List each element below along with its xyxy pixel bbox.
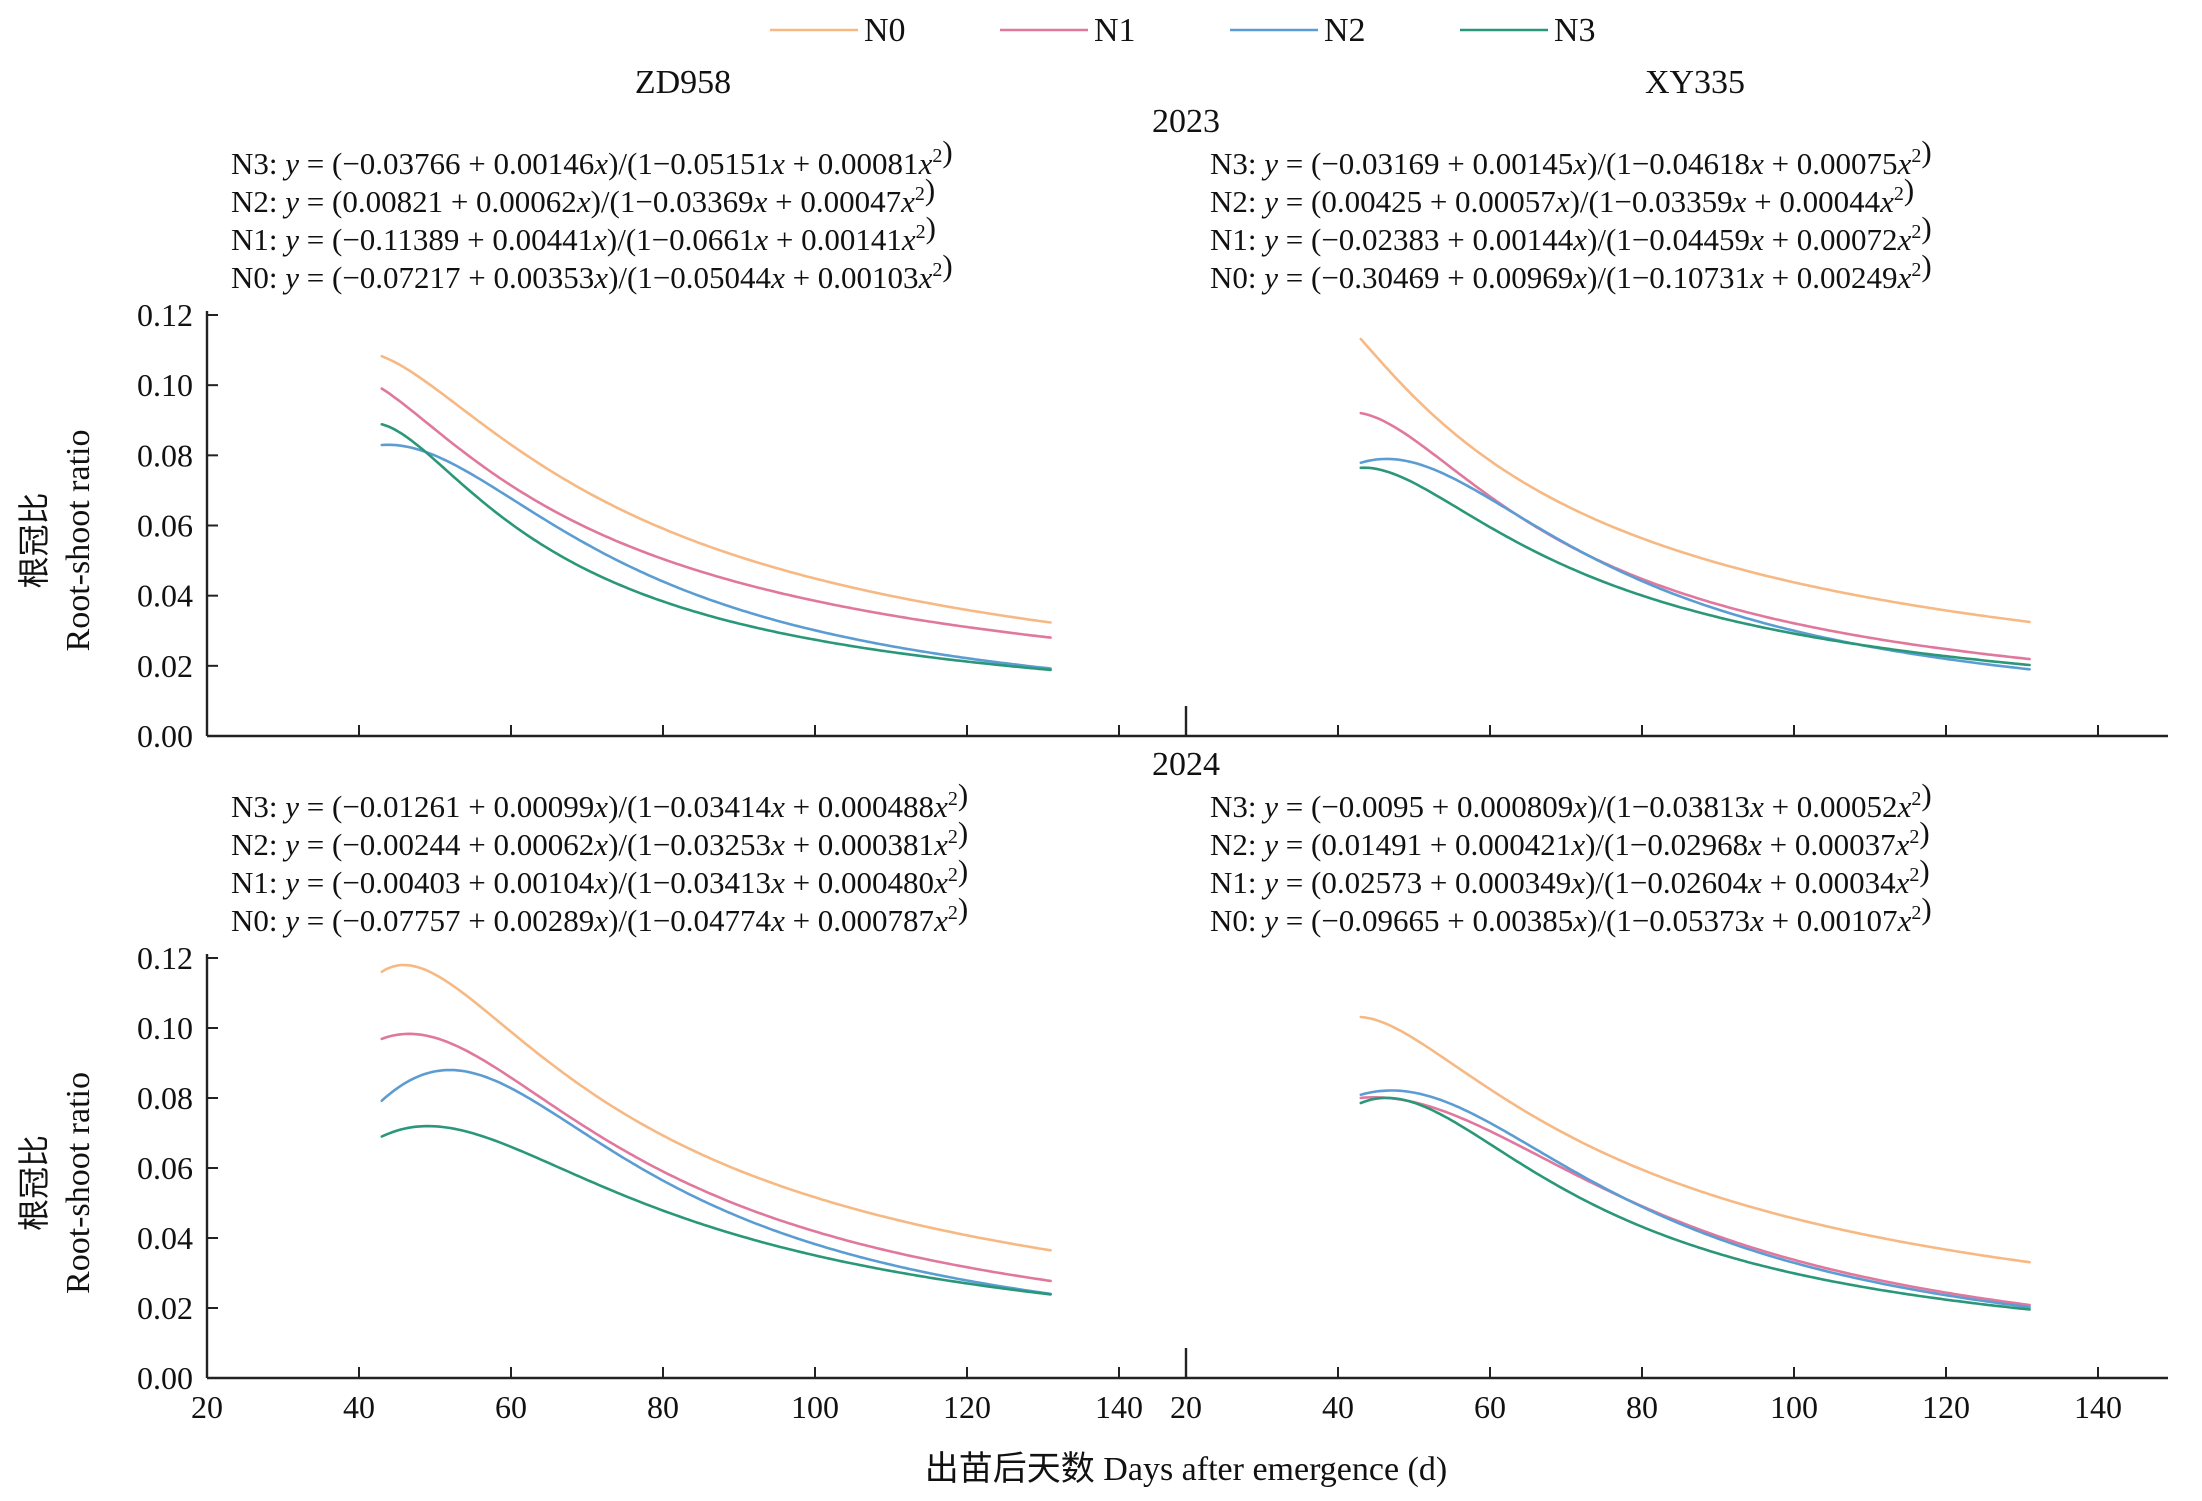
legend-label-n1: N1 [1094,12,1136,49]
series-line-n0 [380,354,1052,624]
series-line-n3 [1359,1096,2031,1311]
x-tick-label: 40 [1322,1389,1354,1425]
equation-n0: N0: y = (−0.30469 + 0.00969x)/(1−0.10731… [1210,248,1932,295]
y-axis-label-cn: 根冠比 [15,1135,53,1231]
y-axis-label-cn: 根冠比 [15,492,53,588]
cultivar-header-xy335: XY335 [1645,64,1745,101]
legend-label-n2: N2 [1324,12,1366,49]
series-line-n1 [1359,1096,2031,1307]
y-tick-label: 0.00 [137,718,193,754]
panel-row-2023: 2023 0.00 0.02 0.04 0.06 0.08 0.10 0.12 根冠比 Root-… [15,103,2168,754]
x-tick-label: 100 [1770,1389,1818,1425]
panel-2024-zd958: 20 40 60 80 100 120 140 N3: y = (−0.01261 + 0.0… [191,777,1143,1425]
x-tick-label: 40 [343,1389,375,1425]
equation-n2: N2: y = (0.01491 + 0.000421x)/(1−0.02968… [1210,815,1930,862]
panel-2024-xy335: 20 40 60 80 100 120 140 N3: y = (−0.0095 + 0.00… [1170,777,2122,1425]
series-line-n2 [380,1068,1052,1296]
x-tick-label: 100 [791,1389,839,1425]
year-label-2024: 2024 [1152,746,1220,783]
x-tick-label: 120 [943,1389,991,1425]
equation-n0: N0: y = (−0.09665 + 0.00385x)/(1−0.05373… [1210,891,1932,938]
x-tick-label: 80 [647,1389,679,1425]
equation-n1: N1: y = (−0.02383 + 0.00144x)/(1−0.04459… [1210,210,1932,257]
series-line-n2 [1359,457,2031,671]
x-tick-label: 140 [1095,1389,1143,1425]
panel-2023-xy335: N3: y = (−0.03169 + 0.00145x)/(1−0.04618… [1185,134,2099,736]
panel-row-2024: 2024 0.00 0.02 0.04 0.06 0.08 0.10 0.12 根冠比 Root-… [15,746,2168,1425]
year-label-2023: 2023 [1152,103,1220,140]
y-tick-label: 0.06 [137,1150,193,1186]
y-tick-label: 0.08 [137,1080,193,1116]
y-tick-label: 0.12 [137,940,193,976]
x-axis-label: 出苗后天数 Days after emergence (d) [925,1450,1447,1488]
cultivar-header-zd958: ZD958 [635,64,731,101]
series-line-n3 [1359,466,2031,667]
equation-n3: N3: y = (−0.01261 + 0.00099x)/(1−0.03414… [231,777,968,824]
x-tick-label: 140 [2074,1389,2122,1425]
series-line-n2 [1359,1089,2031,1309]
series-line-n0 [1359,337,2031,624]
y-tick-label: 0.12 [137,297,193,333]
legend: N0 N1 N2 N3 [770,12,1596,49]
x-tick-label: 60 [495,1389,527,1425]
series-line-n3 [380,1124,1052,1296]
x-tick-label: 80 [1626,1389,1658,1425]
y-tick-label: 0.02 [137,1290,193,1326]
y-tick-label: 0.00 [137,1360,193,1396]
series-line-n0 [380,963,1052,1252]
legend-label-n3: N3 [1554,12,1596,49]
equation-n1: N1: y = (−0.11389 + 0.00441x)/(1−0.0661x… [231,210,936,257]
x-tick-label: 60 [1474,1389,1506,1425]
equation-n0: N0: y = (−0.07757 + 0.00289x)/(1−0.04774… [231,891,968,938]
equation-n2: N2: y = (0.00425 + 0.00057x)/(1−0.03359x… [1210,172,1914,219]
x-tick-label: 20 [191,1389,223,1425]
series-line-n1 [1359,411,2031,661]
y-tick-label: 0.08 [137,437,193,473]
series-line-n1 [380,387,1052,639]
x-tick-label: 120 [1922,1389,1970,1425]
y-tick-label: 0.04 [137,578,193,614]
y-tick-label: 0.10 [137,367,193,403]
equation-n2: N2: y = (0.00821 + 0.00062x)/(1−0.03369x… [231,172,935,219]
equation-n3: N3: y = (−0.03169 + 0.00145x)/(1−0.04618… [1210,134,1932,181]
y-axis-label-en: Root-shoot ratio [60,1072,97,1294]
series-line-n1 [380,1032,1052,1283]
equation-n3: N3: y = (−0.0095 + 0.000809x)/(1−0.03813… [1210,777,1932,824]
y-tick-label: 0.06 [137,508,193,544]
x-tick-label: 20 [1170,1389,1202,1425]
equation-n1: N1: y = (−0.00403 + 0.00104x)/(1−0.03413… [231,853,968,900]
equation-n2: N2: y = (−0.00244 + 0.00062x)/(1−0.03253… [231,815,968,862]
y-tick-label: 0.02 [137,648,193,684]
y-axis-label-en: Root-shoot ratio [60,430,97,652]
equation-n0: N0: y = (−0.07217 + 0.00353x)/(1−0.05044… [231,248,953,295]
legend-label-n0: N0 [864,12,906,49]
series-line-n0 [1359,1015,2031,1264]
equation-n1: N1: y = (0.02573 + 0.000349x)/(1−0.02604… [1210,853,1930,900]
y-tick-label: 0.04 [137,1220,193,1256]
y-tick-label: 0.10 [137,1010,193,1046]
series-line-n2 [380,443,1052,670]
series-line-n3 [380,423,1052,672]
equation-n3: N3: y = (−0.03766 + 0.00146x)/(1−0.05151… [231,134,953,181]
panel-2023-zd958: N3: y = (−0.03766 + 0.00146x)/(1−0.05151… [231,134,1120,736]
